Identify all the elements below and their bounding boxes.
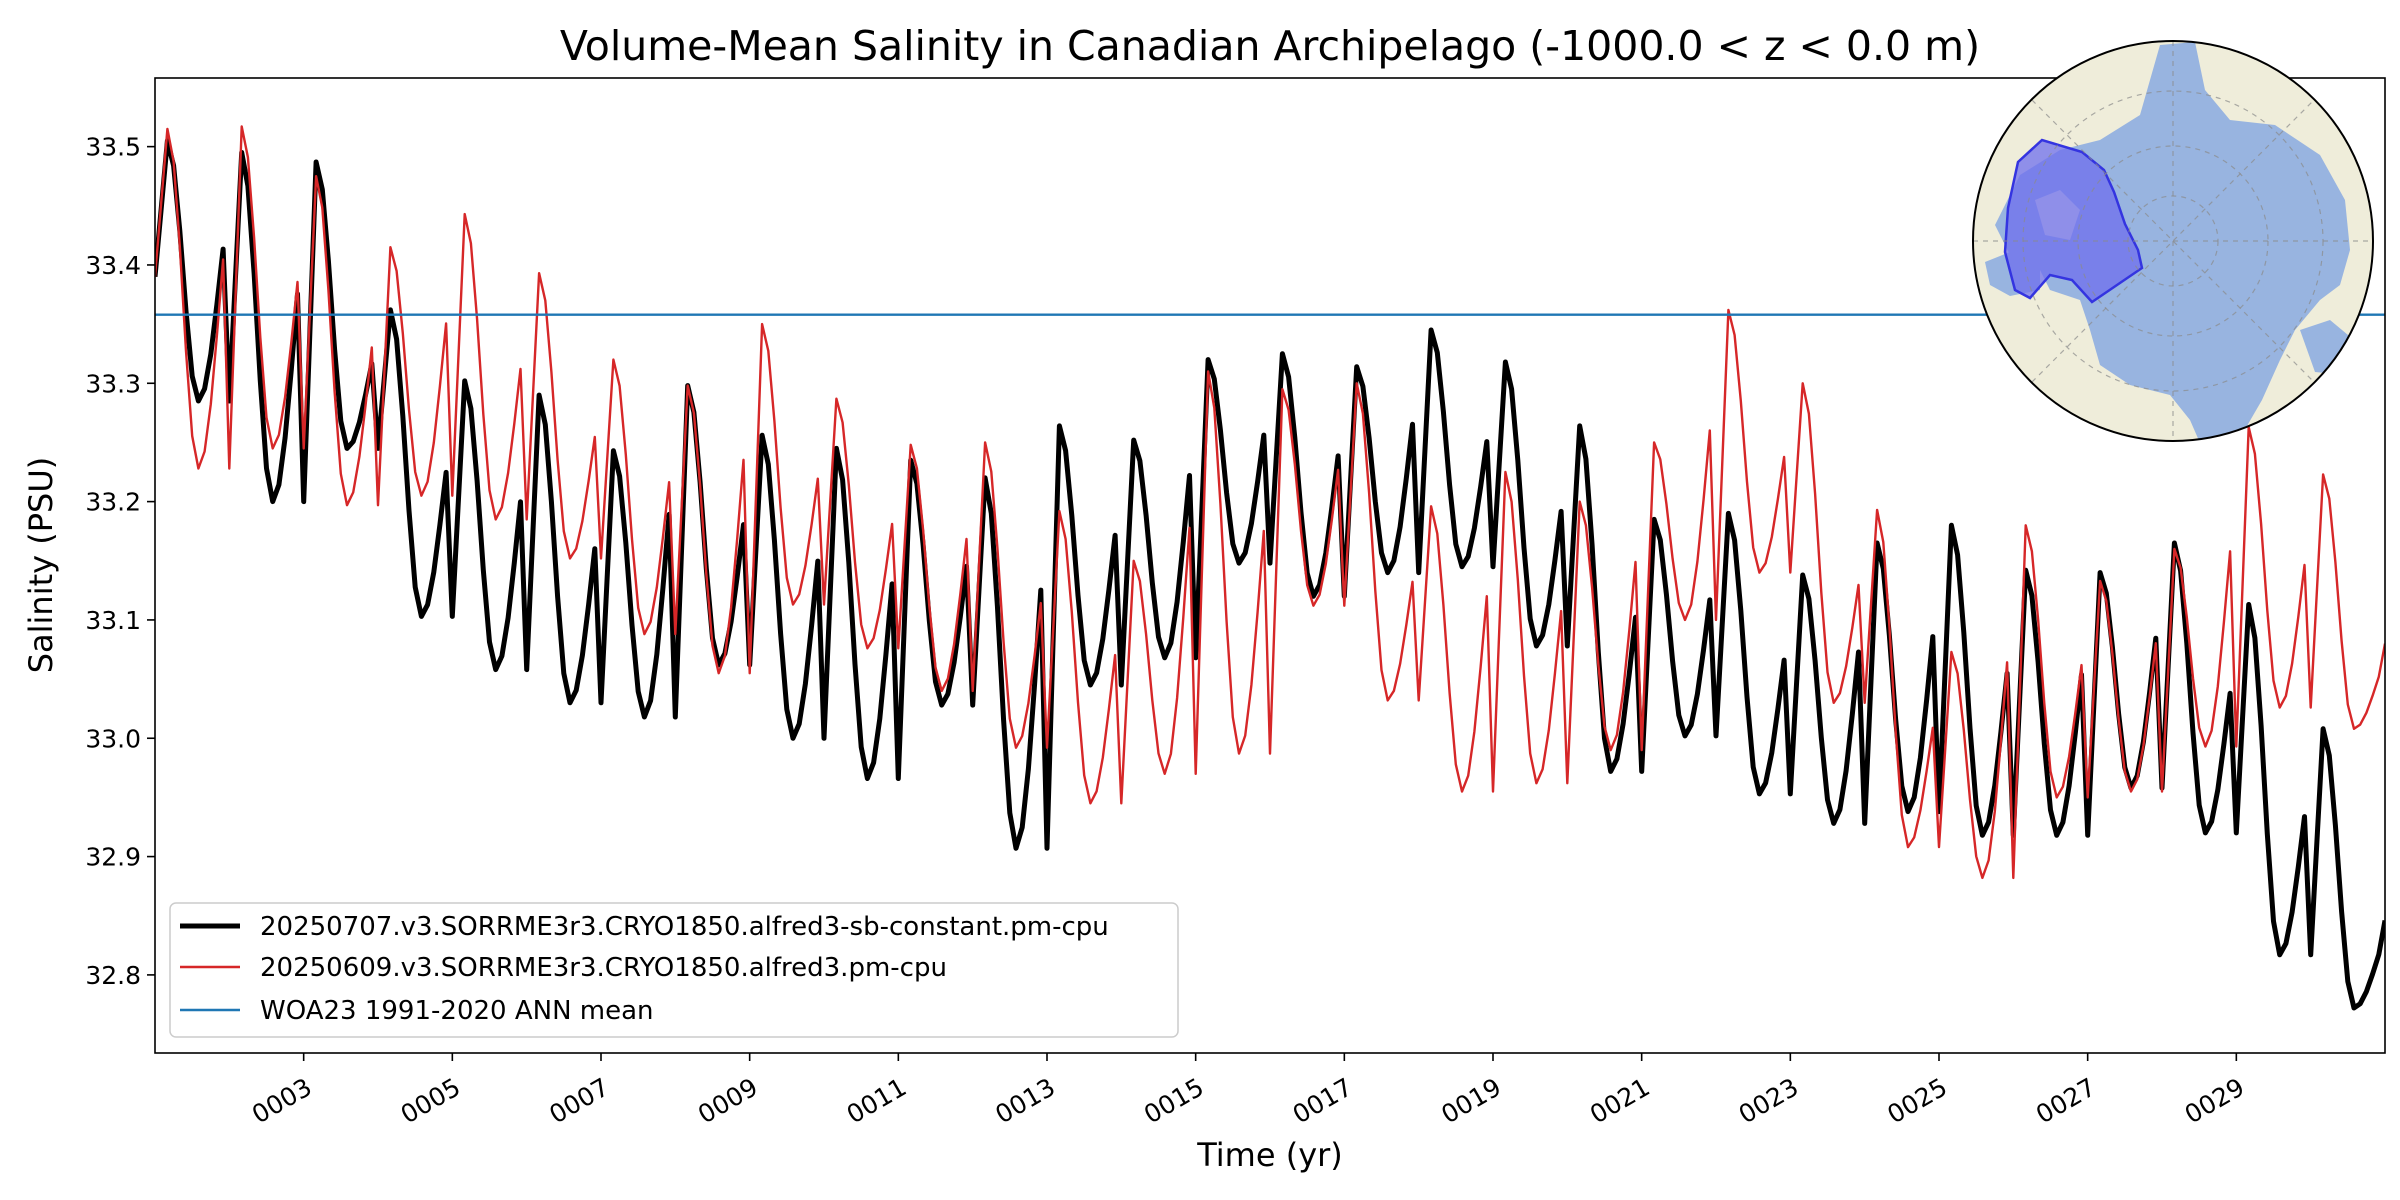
inset-graticule xyxy=(1973,41,2373,441)
y-axis-ticks: 32.8 32.9 33.0 33.1 33.2 33.3 33.4 33.5 xyxy=(85,133,155,990)
x-tick-label: 0023 xyxy=(1734,1072,1804,1129)
legend-box xyxy=(169,902,1179,1038)
y-tick-label: 33.0 xyxy=(85,724,141,753)
x-axis-label: Time (yr) xyxy=(1196,1136,1343,1174)
plot-frame xyxy=(154,77,2386,1054)
series-line-alfred3 xyxy=(155,125,2385,880)
inset-border xyxy=(1972,40,2374,442)
legend-label-red: 20250609.v3.SORRME3r3.CRYO1850.alfred3.p… xyxy=(260,953,947,983)
y-tick-label: 33.3 xyxy=(85,369,141,398)
series-line-alfred3-sb-constant xyxy=(155,138,2385,1011)
chart-title: Volume-Mean Salinity in Canadian Archipe… xyxy=(560,22,1980,70)
y-tick-label: 32.9 xyxy=(85,843,141,872)
legend-label-blue: WOA23 1991-2020 ANN mean xyxy=(260,996,654,1026)
y-axis-label: Salinity (PSU) xyxy=(22,457,60,674)
x-axis-ticks: 0003 0005 0007 0009 0011 0013 0015 0017 0019 0021… xyxy=(247,1053,2249,1129)
x-tick-label: 0025 xyxy=(1882,1072,1952,1129)
y-tick-label: 33.1 xyxy=(85,606,141,635)
x-tick-label: 0007 xyxy=(544,1072,614,1129)
y-tick-label: 32.8 xyxy=(85,961,141,990)
y-tick-label: 33.2 xyxy=(85,488,141,517)
inset-region-highlight xyxy=(2003,138,2144,304)
x-tick-label: 0003 xyxy=(247,1072,317,1129)
x-tick-label: 0005 xyxy=(396,1072,466,1129)
legend: 20250707.v3.SORRME3r3.CRYO1850.alfred3-s… xyxy=(169,902,1179,1038)
x-tick-label: 0013 xyxy=(990,1072,1060,1129)
y-tick-label: 33.4 xyxy=(85,251,141,280)
x-tick-label: 0017 xyxy=(1288,1072,1358,1129)
x-tick-label: 0015 xyxy=(1139,1072,1209,1129)
x-tick-label: 0027 xyxy=(2031,1072,2101,1129)
y-tick-label: 33.5 xyxy=(85,133,141,162)
polar-inset-map xyxy=(1972,40,2374,442)
x-tick-label: 0029 xyxy=(2180,1072,2250,1129)
x-tick-label: 0009 xyxy=(693,1072,763,1129)
x-tick-label: 0011 xyxy=(842,1072,912,1129)
x-tick-label: 0021 xyxy=(1585,1072,1655,1129)
x-tick-label: 0019 xyxy=(1436,1072,1506,1129)
legend-label-black: 20250707.v3.SORRME3r3.CRYO1850.alfred3-s… xyxy=(260,912,1109,942)
